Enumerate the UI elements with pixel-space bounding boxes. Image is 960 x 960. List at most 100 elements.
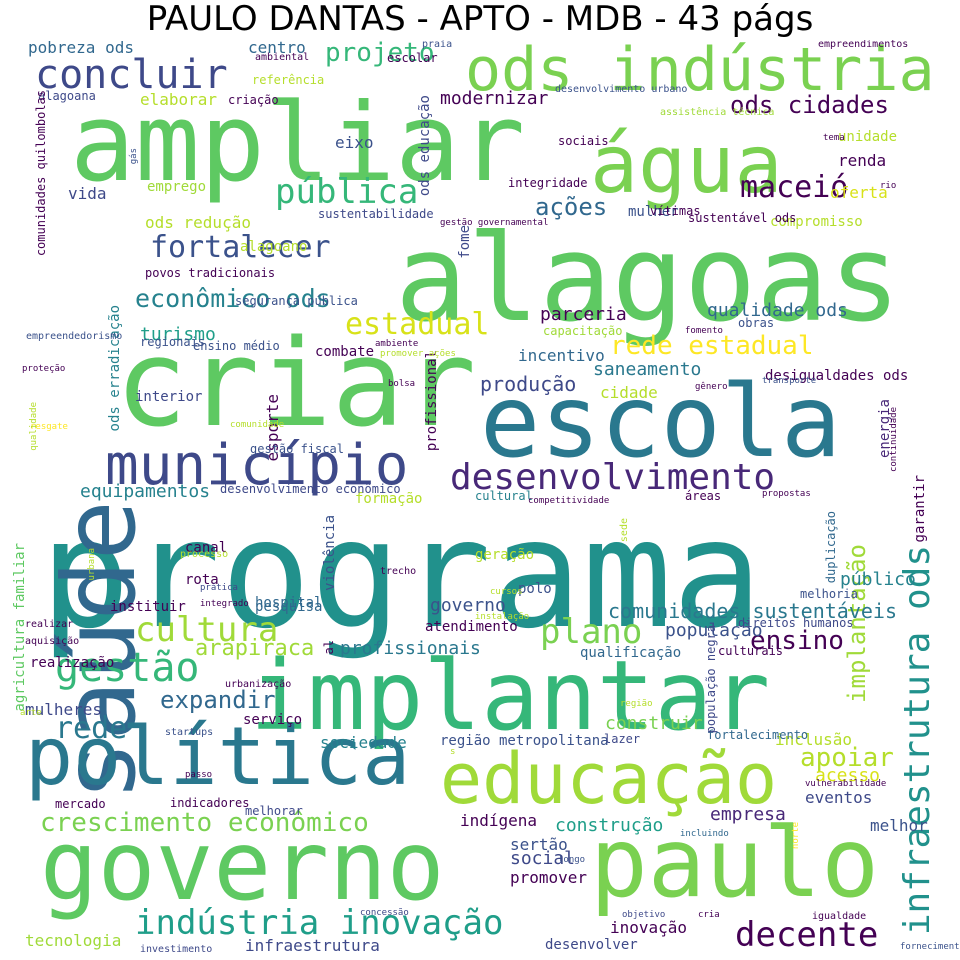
cloud-word: áreas [685, 489, 722, 503]
cloud-word: alagoana [38, 89, 96, 103]
cloud-word: cria [698, 910, 720, 920]
cloud-word: objetivo [622, 910, 666, 920]
cloud-word: expandir [160, 686, 276, 714]
cloud-word: vulnerabilidade [805, 779, 887, 789]
cloud-word: direitos humanos [738, 616, 854, 630]
cloud-word: cultura [135, 610, 279, 650]
cloud-word: ods cidades [730, 91, 889, 119]
cloud-word: mercado [55, 797, 106, 811]
cloud-word: tema [823, 133, 845, 143]
cloud-word: desenvolver [545, 937, 638, 953]
cloud-word: gestão governamental [440, 218, 549, 228]
cloud-word: crescimento econômico [40, 808, 369, 838]
cloud-word: ods indústria [465, 40, 935, 105]
cloud-word: sertão [510, 835, 568, 854]
cloud-word: concessão [360, 908, 409, 918]
cloud-word: assistência técnica [660, 107, 775, 118]
cloud-word: renda [838, 151, 887, 170]
cloud-word: indústria inovação [135, 903, 504, 943]
cloud-word: trecho [380, 566, 417, 577]
cloud-word: investimento [140, 944, 213, 955]
cloud-word: profissional [424, 350, 440, 452]
cloud-word: mulher [628, 204, 679, 220]
cloud-word: propostas [762, 489, 811, 499]
cloud-word: sede [619, 518, 630, 543]
cloud-word: emprego [147, 179, 207, 195]
cloud-word: fortalecimento [707, 728, 809, 742]
cloud-word: duplicação [824, 511, 838, 584]
cloud-word: qualidade [29, 402, 39, 451]
cloud-word: ensino [750, 626, 844, 656]
cloud-word: implantar [250, 640, 771, 752]
cloud-word: geração [475, 547, 535, 563]
cloud-word: construção [555, 815, 664, 836]
cloud-word: fornecimento [900, 942, 960, 952]
cloud-word: estadual [345, 307, 490, 342]
cloud-word: fomento [685, 326, 723, 336]
cloud-word: obras [738, 316, 775, 330]
cloud-word: desenvolvimento [450, 457, 776, 498]
cloud-word: infraestrutura [245, 936, 380, 955]
cloud-word: segurança pública [235, 294, 358, 308]
cloud-word: fome [457, 225, 473, 259]
cloud-word: integridade [508, 176, 588, 190]
cloud-word: promover [510, 868, 588, 887]
cloud-word: fortalecer [150, 230, 331, 265]
cloud-word: canal [185, 540, 228, 556]
cloud-word: lazer [604, 732, 641, 746]
word-cloud: programa alagoas ampliar criar governo p… [0, 40, 960, 960]
cloud-word: gestão [55, 645, 200, 691]
cloud-word: tecnologia [25, 931, 122, 950]
cloud-word: comunidade [230, 420, 285, 430]
cloud-word: instituir [110, 599, 186, 615]
cloud-word: sustentabilidade [318, 207, 434, 221]
cloud-word: realizar [25, 619, 74, 630]
cloud-word: escolar [387, 51, 438, 65]
cloud-word: incentivo [518, 346, 605, 365]
cloud-word: inclusão [775, 730, 853, 749]
cloud-word: rede estadual [610, 331, 814, 361]
cloud-word: al [322, 640, 336, 655]
cloud-word: norte [791, 822, 801, 850]
cloud-word: população negra [704, 625, 718, 734]
cloud-word: pobreza ods [28, 40, 134, 57]
cloud-word: inovação [610, 918, 688, 937]
cloud-word: s [450, 747, 456, 757]
cloud-word: urbanização [225, 679, 292, 690]
cloud-word: hospital [255, 595, 323, 611]
cloud-word: desigualdades ods [765, 368, 909, 384]
cloud-word: transporte [762, 376, 817, 386]
cloud-word: eventos [805, 788, 873, 807]
cloud-word: eixo [335, 133, 374, 152]
cloud-word: praia [422, 40, 453, 50]
cloud-word: profissionais [340, 638, 481, 659]
cloud-word: processo [180, 549, 229, 560]
cloud-word: unidade [838, 129, 898, 145]
cloud-word: promover ações [380, 349, 456, 359]
cloud-word: alagoas [395, 210, 901, 349]
cloud-word: startups [165, 727, 214, 738]
cloud-word: capacitação [543, 324, 623, 338]
cloud-word: ensino médio [193, 339, 280, 353]
cloud-word: empreendedorismo [26, 331, 123, 342]
cloud-word: gênero [695, 382, 728, 392]
cloud-word: turismo [140, 324, 216, 345]
cloud-word: ações [535, 193, 608, 221]
cloud-word: indígena [460, 811, 538, 830]
cloud-word: sociedade [320, 733, 407, 752]
cloud-word: arapiraca [195, 636, 315, 661]
cloud-word: plano [540, 612, 643, 652]
cloud-word: instalação [475, 612, 530, 622]
cloud-word: sociais [558, 134, 609, 148]
cloud-word: desenvolvimento econômico [220, 482, 401, 496]
cloud-word: prática [200, 583, 238, 593]
cloud-word: equipamentos [80, 481, 211, 502]
cloud-word: empreendimentos [818, 40, 909, 50]
cloud-word: igualdade [812, 911, 867, 922]
cloud-word: criação [228, 93, 279, 107]
cloud-word: pública [275, 172, 419, 212]
cloud-word: apoiar [800, 743, 894, 773]
cloud-word: aquisição [25, 636, 80, 647]
cloud-word: acesso [815, 765, 881, 786]
cloud-word: combate [315, 344, 375, 360]
